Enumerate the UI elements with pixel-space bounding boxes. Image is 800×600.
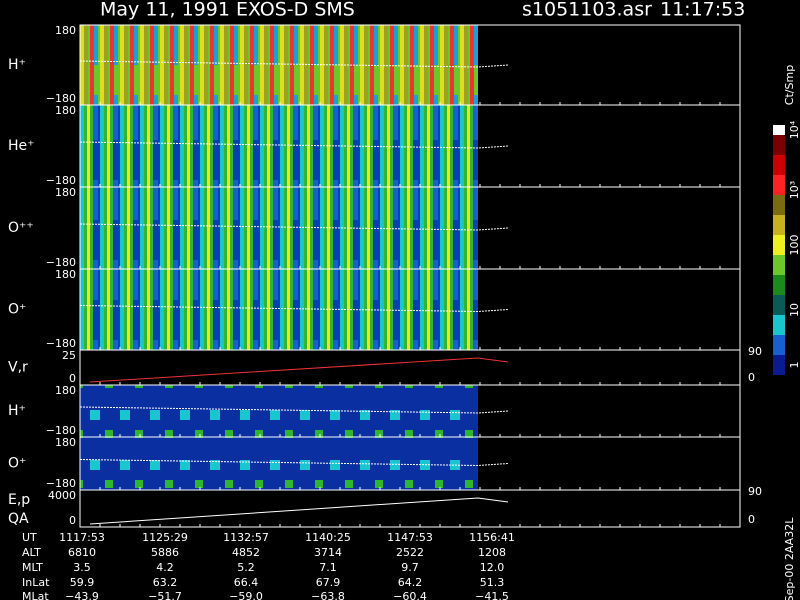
- trace: [79, 305, 509, 313]
- trace: [79, 459, 509, 467]
- spectrogram: [80, 105, 478, 187]
- time: 11:17:53: [660, 0, 745, 21]
- panel-label: O⁺: [8, 302, 26, 318]
- y-top-label: 4000: [48, 489, 76, 502]
- file-name: s1051103.asr: [522, 0, 652, 21]
- panel-label: H⁺: [8, 403, 26, 419]
- trace: [89, 497, 509, 525]
- cell: 5.2: [237, 561, 255, 574]
- row-label: InLat: [22, 576, 50, 589]
- cell: 1125:29: [142, 531, 188, 544]
- y-bottom-label: 0: [69, 514, 76, 527]
- cell: 64.2: [398, 576, 423, 589]
- cell: 59.9: [70, 576, 95, 589]
- y-bottom-label: −180: [46, 256, 76, 269]
- spectrogram: [80, 437, 478, 490]
- y-bottom-label: −180: [46, 337, 76, 350]
- spectrogram: [80, 269, 478, 350]
- row-label: MLat: [22, 590, 49, 600]
- cell: 4.2: [156, 561, 174, 574]
- cell: 3714: [314, 546, 342, 559]
- trace: [79, 223, 509, 231]
- trace: [89, 357, 509, 383]
- cell: −51.7: [148, 590, 182, 600]
- y-bottom-label: −180: [46, 92, 76, 105]
- cell: 7.1: [319, 561, 337, 574]
- panel-label: QA: [8, 511, 29, 527]
- cell: 1156:41: [469, 531, 515, 544]
- y-bottom-label: −180: [46, 424, 76, 437]
- y-top-label: 180: [55, 104, 76, 117]
- cell: 2522: [396, 546, 424, 559]
- y-top-label: 180: [55, 436, 76, 449]
- cell: −43.9: [65, 590, 99, 600]
- cell: 12.0: [480, 561, 505, 574]
- trace: [79, 141, 509, 149]
- trace: [79, 406, 509, 414]
- panel-label: E,p: [8, 492, 30, 508]
- colorbar-tick: 100: [788, 235, 800, 256]
- cell: 63.2: [153, 576, 178, 589]
- colorbar-tick: 10: [788, 303, 800, 317]
- y-top-label: 180: [55, 384, 76, 397]
- title: May 11, 1991 EXOS-D SMS: [100, 0, 355, 21]
- panel-label: V,r: [8, 360, 28, 376]
- colorbar-tick: 10⁴: [788, 120, 800, 139]
- row-label: UT: [22, 531, 37, 544]
- cell: 1208: [478, 546, 506, 559]
- cell: 5886: [151, 546, 179, 559]
- cell: −59.0: [229, 590, 263, 600]
- cell: 3.5: [73, 561, 91, 574]
- cell: −60.4: [393, 590, 427, 600]
- panel-label: O⁺: [8, 456, 26, 472]
- row-label: MLT: [22, 561, 43, 574]
- y-bottom-label: −180: [46, 477, 76, 490]
- y-bottom-label: −180: [46, 174, 76, 187]
- y-top-label: 180: [55, 186, 76, 199]
- colorbar-unit: Ct/Smp: [783, 65, 796, 105]
- cell: 9.7: [401, 561, 419, 574]
- spectrogram: [80, 385, 478, 437]
- y2-bottom-label: 0: [748, 513, 755, 526]
- info-table: UT 1117:53 1125:29 1132:57 1140:25 1147:53 115…: [22, 531, 515, 600]
- cell: 1132:57: [223, 531, 269, 544]
- row-label: ALT: [22, 546, 41, 559]
- y-top-label: 180: [55, 24, 76, 37]
- y-bottom-label: 0: [69, 372, 76, 385]
- y2-top-label: 90: [748, 485, 762, 498]
- trace: [79, 60, 509, 68]
- panel-frame: [79, 489, 741, 528]
- colorbar-tick: 1: [788, 362, 800, 369]
- spectrogram: [80, 25, 478, 105]
- colorbar-tick: 10³: [788, 181, 800, 199]
- panel-label: H⁺: [8, 57, 26, 73]
- cell: −63.8: [311, 590, 345, 600]
- y2-bottom-label: 0: [748, 371, 755, 384]
- panel-frame: [79, 349, 741, 386]
- footer: Sep-00 2AA32L: [783, 517, 796, 600]
- cell: 6810: [68, 546, 96, 559]
- cell: 1140:25: [305, 531, 351, 544]
- cell: −41.5: [475, 590, 509, 600]
- y-top-label: 25: [62, 349, 76, 362]
- cell: 4852: [232, 546, 260, 559]
- panel-label: O⁺⁺: [8, 220, 34, 236]
- cell: 1147:53: [387, 531, 433, 544]
- cell: 1117:53: [59, 531, 105, 544]
- cell: 51.3: [480, 576, 505, 589]
- y-top-label: 180: [55, 268, 76, 281]
- cell: 66.4: [234, 576, 259, 589]
- panel-label: He⁺: [8, 138, 35, 154]
- panels: H⁺180−180He⁺180−180O⁺⁺180−180O⁺180−180V,…: [8, 24, 762, 528]
- colorbar: Ct/Smp: [773, 65, 796, 375]
- y2-top-label: 90: [748, 345, 762, 358]
- cell: 67.9: [316, 576, 341, 589]
- spectrogram: [80, 187, 478, 269]
